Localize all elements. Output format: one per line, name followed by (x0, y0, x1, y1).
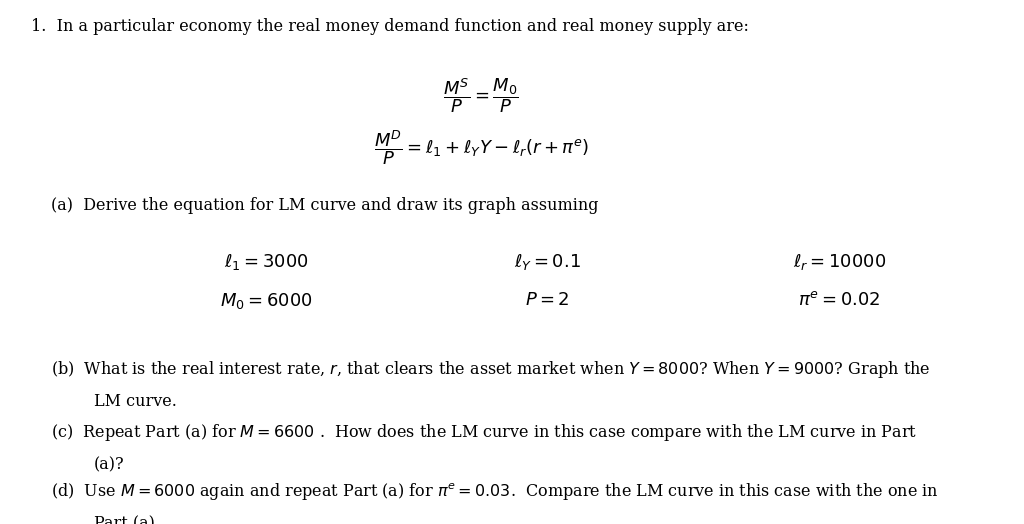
Text: $\dfrac{M^D}{P} = \ell_1 + \ell_Y Y - \ell_r(r + \pi^e)$: $\dfrac{M^D}{P} = \ell_1 + \ell_Y Y - \e… (374, 128, 589, 167)
Text: (b)  What is the real interest rate, $r$, that clears the asset market when $Y =: (b) What is the real interest rate, $r$,… (51, 359, 931, 380)
Text: $\dfrac{M^S}{P} = \dfrac{M_0}{P}$: $\dfrac{M^S}{P} = \dfrac{M_0}{P}$ (443, 76, 519, 115)
Text: $M_0 = 6000$: $M_0 = 6000$ (220, 291, 312, 311)
Text: (c)  Repeat Part (a) for $M = 6600$ .  How does the LM curve in this case compar: (c) Repeat Part (a) for $M = 6600$ . How… (51, 422, 918, 443)
Text: LM curve.: LM curve. (94, 393, 177, 410)
Text: $\ell_1 = 3000$: $\ell_1 = 3000$ (224, 252, 308, 271)
Text: $\pi^e = 0.02$: $\pi^e = 0.02$ (799, 291, 881, 309)
Text: 1.  In a particular economy the real money demand function and real money supply: 1. In a particular economy the real mone… (31, 18, 749, 35)
Text: $\ell_r = 10000$: $\ell_r = 10000$ (793, 252, 887, 271)
Text: (a)?: (a)? (94, 456, 125, 473)
Text: (d)  Use $M = 6000$ again and repeat Part (a) for $\pi^e = 0.03$.  Compare the L: (d) Use $M = 6000$ again and repeat Part… (51, 481, 939, 502)
Text: $P = 2$: $P = 2$ (525, 291, 570, 309)
Text: $\ell_Y = 0.1$: $\ell_Y = 0.1$ (514, 252, 582, 271)
Text: (a)  Derive the equation for LM curve and draw its graph assuming: (a) Derive the equation for LM curve and… (51, 196, 599, 213)
Text: Part (a).: Part (a). (94, 515, 160, 524)
